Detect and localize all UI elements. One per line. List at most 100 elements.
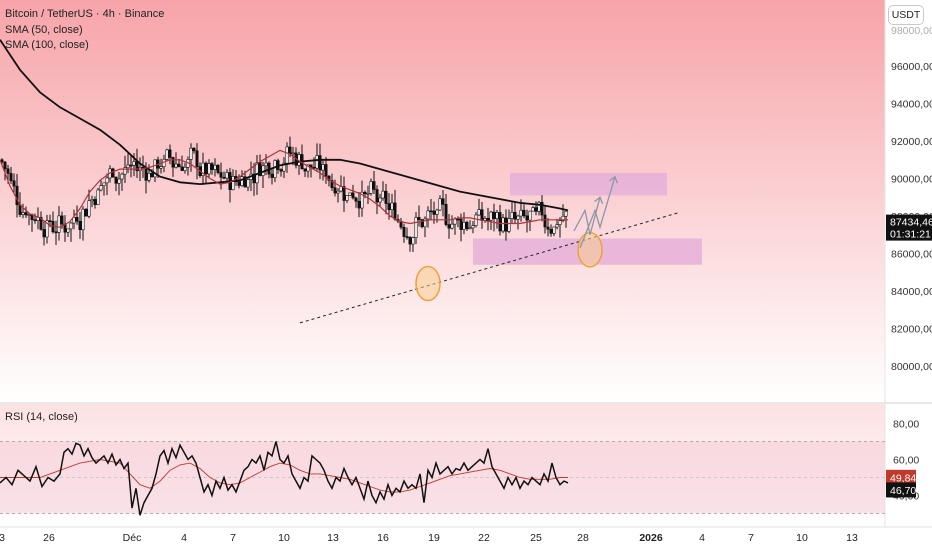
candle-body xyxy=(171,157,175,168)
candle-body xyxy=(120,173,124,180)
candle-body xyxy=(372,181,376,190)
candle-body xyxy=(366,193,370,195)
time-tick-label: 28 xyxy=(577,532,589,544)
rsi-line xyxy=(0,441,569,516)
candle-body xyxy=(501,217,505,232)
candle-body xyxy=(291,152,295,155)
candle-body xyxy=(420,219,424,228)
candle-body xyxy=(510,211,514,219)
candle-body xyxy=(99,185,103,191)
candle-body xyxy=(453,218,457,225)
candle-body xyxy=(429,210,433,213)
last-price-tag xyxy=(886,214,932,241)
candle-body xyxy=(96,189,100,205)
candle-body xyxy=(405,236,409,238)
candle-body xyxy=(330,180,334,189)
candle-body xyxy=(444,204,448,225)
candle-body xyxy=(492,211,496,219)
symbol-title[interactable]: Bitcoin / TetherUS · 4h · Binance xyxy=(5,8,164,20)
candle-body xyxy=(147,172,151,181)
candle-body xyxy=(246,179,250,188)
candle-body xyxy=(264,162,268,167)
candle-body xyxy=(231,176,235,190)
candle-body xyxy=(12,180,16,187)
candle-body xyxy=(243,176,247,188)
candle-body xyxy=(183,166,187,171)
candle-body xyxy=(435,209,439,215)
candle-body xyxy=(45,220,49,238)
candle-body xyxy=(60,215,64,225)
candle-body xyxy=(363,191,367,195)
candle-body xyxy=(285,146,289,164)
candle-body xyxy=(333,187,337,194)
candle-body xyxy=(81,208,85,231)
candle-body xyxy=(450,223,454,229)
candle-body xyxy=(354,197,358,202)
candle-body xyxy=(192,147,196,152)
candle-body xyxy=(132,161,136,166)
sma50-legend[interactable]: SMA (50, close) xyxy=(5,24,83,36)
time-axis[interactable]: 3 26 Déc 4 7 10 13 16 19 22 25 28 2026 4 7 10 13 xyxy=(0,532,858,544)
candle-body xyxy=(324,164,328,177)
candle-body xyxy=(237,181,241,186)
rsi-ma-line xyxy=(0,459,568,493)
time-tick-label: 26 xyxy=(43,532,55,544)
projection-arrowhead-1 xyxy=(609,175,618,184)
price-tick-label: 94000,00 xyxy=(891,99,932,111)
candle-body xyxy=(222,176,226,179)
candle-body xyxy=(357,200,361,209)
candle-body xyxy=(495,212,499,219)
time-tick-label: 13 xyxy=(846,532,858,544)
candle-body xyxy=(177,163,181,168)
candle-body xyxy=(426,210,430,220)
candle-body xyxy=(516,215,520,220)
rsi-ma-tag xyxy=(886,469,916,485)
currency-button[interactable]: USDT xyxy=(888,5,924,25)
candle-body xyxy=(3,161,7,170)
rsi-layer xyxy=(0,441,885,516)
candle-body xyxy=(384,190,388,204)
projection-arrowhead-0 xyxy=(594,196,604,205)
candle-body xyxy=(369,181,373,194)
candle-body xyxy=(552,226,556,234)
candle-body xyxy=(408,237,412,245)
time-tick-label: 25 xyxy=(530,532,542,544)
price-axis[interactable]: 98000,00 96000,00 94000,00 92000,00 90000,00… xyxy=(886,25,932,373)
candle-body xyxy=(210,163,214,170)
candle-body xyxy=(216,164,220,173)
candle-body xyxy=(84,208,88,217)
price-tick-label: 92000,00 xyxy=(891,136,932,148)
candle-body xyxy=(27,214,31,216)
candle-body xyxy=(39,216,43,230)
candle-body xyxy=(165,149,169,160)
sma100-legend[interactable]: SMA (100, close) xyxy=(5,39,89,51)
candle-body xyxy=(525,215,529,221)
sma-layer xyxy=(0,39,569,228)
candle-body xyxy=(543,214,547,228)
rsi-band xyxy=(0,441,885,514)
candle-body xyxy=(414,217,418,238)
candle-body xyxy=(273,160,277,178)
candle-body xyxy=(270,173,274,178)
candle-body xyxy=(459,218,463,230)
candle-body xyxy=(561,215,565,221)
rsi-legend[interactable]: RSI (14, close) xyxy=(5,411,78,423)
candle-body xyxy=(66,228,70,233)
candle-body xyxy=(15,185,19,206)
candle-body xyxy=(540,201,544,216)
price-tick-label: 96000,00 xyxy=(891,61,932,73)
rsi-tick-label: 60,00 xyxy=(893,455,919,467)
candle-body xyxy=(204,162,208,175)
candle-body xyxy=(348,192,352,196)
candle-body xyxy=(378,197,382,203)
rsi-value-tag xyxy=(886,482,916,498)
candle-body xyxy=(195,150,199,167)
candle-body xyxy=(114,176,118,184)
highlight-circle-1 xyxy=(577,232,603,268)
candle-body xyxy=(318,155,322,171)
time-tick-label: 10 xyxy=(796,532,808,544)
candle-body xyxy=(144,168,148,181)
time-tick-label: 4 xyxy=(699,532,705,544)
